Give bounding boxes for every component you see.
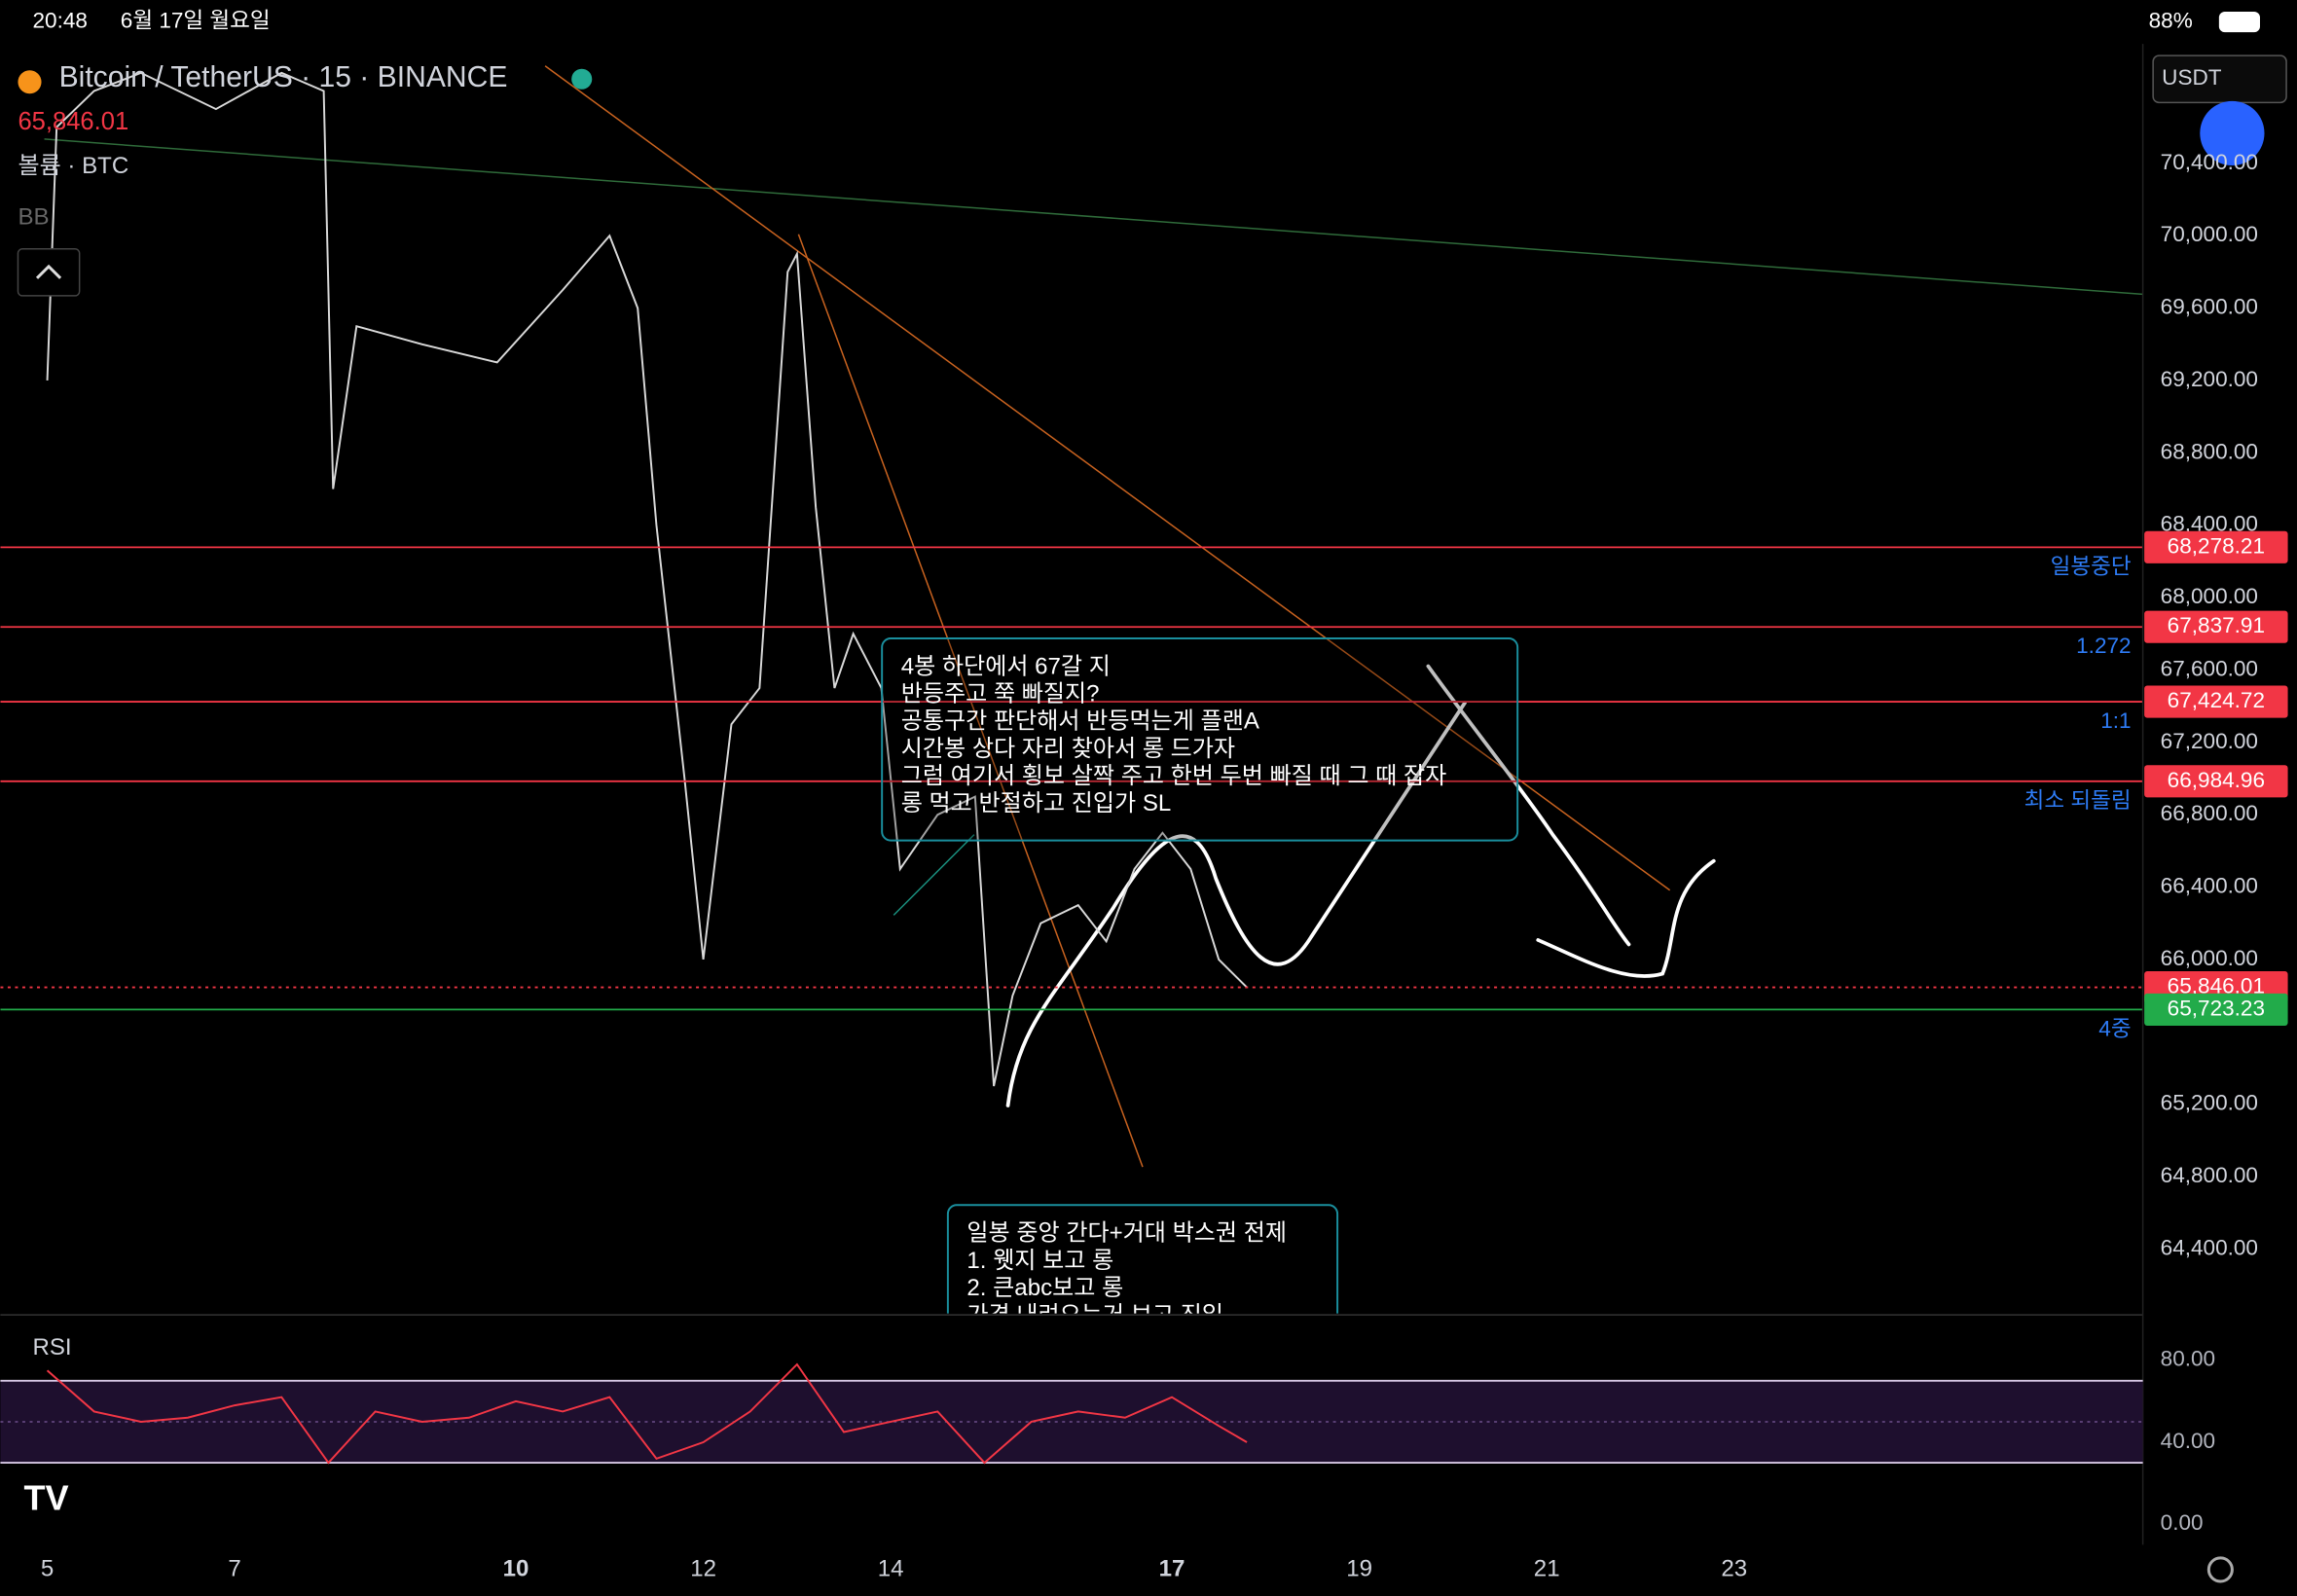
currency-select[interactable] [2152, 54, 2287, 104]
x-tick-label: 19 [1346, 1555, 1372, 1581]
y-tick-label: 70,000.00 [2161, 222, 2258, 246]
hand-drawing [1005, 664, 1716, 1107]
level-tag [2144, 685, 2288, 718]
x-tick-label: 7 [228, 1555, 240, 1581]
y-tick-label: 67,600.00 [2161, 656, 2258, 680]
note-line: 그럼 여기서 횡보 살짝 주고 한번 두번 빠질 때 그 때 잡자 [901, 763, 1447, 789]
collapse-icon [35, 264, 62, 279]
y-tick-label: 66,400.00 [2161, 874, 2258, 898]
currency: USDT [2162, 65, 2222, 90]
x-tick-label: 17 [1159, 1555, 1185, 1581]
y-tick-label: 66,800.00 [2161, 801, 2258, 825]
x-tick-label: 12 [690, 1555, 716, 1581]
note-line: 2. 큰abc보고 롱 [966, 1275, 1123, 1301]
y-tick-label: 65,200.00 [2161, 1091, 2258, 1115]
x-tick-label: 5 [41, 1555, 54, 1581]
note-line: 1. 웻지 보고 롱 [966, 1248, 1113, 1274]
market-status [571, 68, 593, 90]
y-tick-label: 67,200.00 [2161, 729, 2258, 753]
x-tick-label: 23 [1721, 1555, 1747, 1581]
trendline [893, 834, 975, 916]
y-tick-label: 66,000.00 [2161, 946, 2258, 970]
x-tick-label: 21 [1534, 1555, 1560, 1581]
date: 6월 17일 월요일 [121, 9, 271, 33]
trendline [544, 65, 1671, 891]
x-tick-label: 14 [878, 1555, 904, 1581]
rsi-tick-label: 0.00 [2161, 1510, 2204, 1535]
y-tick-label: 70,400.00 [2161, 150, 2258, 174]
y-tick-label: 69,200.00 [2161, 367, 2258, 391]
y-tick-label: 64,400.00 [2161, 1235, 2258, 1259]
y-tick-label: 69,600.00 [2161, 295, 2258, 319]
battery-level: 88% [2149, 9, 2193, 33]
level-name: 최소 되돌림 [2024, 788, 2132, 813]
note-line: 4봉 하단에서 67갈 지 [901, 653, 1111, 679]
y-tick-label: 64,800.00 [2161, 1163, 2258, 1187]
level-price: 67,837.91 [2168, 613, 2265, 637]
level-name: 일봉중단 [2051, 554, 2132, 578]
level-tag [2144, 610, 2288, 643]
symbol: Bitcoin / TetherUS · 15 · BINANCE [59, 61, 508, 93]
trendline [797, 234, 1144, 1168]
level-tag [2144, 765, 2288, 798]
indicator-label: BB [18, 204, 49, 231]
note-line: 반등주고 쭉 빠질지? [901, 681, 1100, 707]
logo: TV [23, 1478, 68, 1518]
battery-icon [2218, 12, 2260, 33]
level-price: 68,278.21 [2168, 533, 2265, 558]
last-price: 65,846.01 [18, 108, 128, 135]
volume-label: 볼륨 · BTC [18, 153, 128, 179]
note-line: 가격 내려오는거 보고 진입 [966, 1302, 1223, 1328]
rsi-label: RSI [33, 1334, 72, 1360]
settings-button[interactable] [2206, 1556, 2234, 1583]
fullscreen-button[interactable] [2200, 100, 2265, 166]
level-name: 1.272 [2076, 634, 2131, 658]
collapse-button[interactable] [17, 248, 81, 297]
note-line: 일봉 중앙 간다+거대 박스권 전제 [966, 1220, 1287, 1247]
note-line: 롱 먹고 반절하고 진입가 SL [901, 790, 1172, 816]
note-line: 공통구간 판단해서 반등먹는게 플랜A [901, 708, 1259, 735]
note-box [881, 637, 1519, 842]
x-tick-label: 10 [503, 1555, 529, 1581]
level-name: 4중 [2098, 1016, 2131, 1040]
level-price: 66,984.96 [2168, 768, 2265, 792]
level-price: 67,424.72 [2168, 688, 2265, 712]
y-tick-label: 68,800.00 [2161, 439, 2258, 463]
clock: 20:48 [33, 9, 88, 33]
rsi-line [46, 1362, 1248, 1465]
coin-icon [18, 70, 42, 94]
trendline [44, 138, 2143, 296]
note-line: 시간봉 상다 자리 찾아서 롱 드가자 [901, 736, 1235, 762]
level-price: 65,723.23 [2168, 996, 2265, 1020]
level-tag [2144, 993, 2288, 1026]
rsi-tick-label: 80.00 [2161, 1347, 2215, 1371]
level-name: 1:1 [2100, 708, 2131, 733]
level-tag [2144, 530, 2288, 563]
y-tick-label: 68,000.00 [2161, 584, 2258, 608]
rsi-tick-label: 40.00 [2161, 1429, 2215, 1453]
price-line [46, 71, 1248, 1087]
note-box [946, 1204, 1339, 1314]
